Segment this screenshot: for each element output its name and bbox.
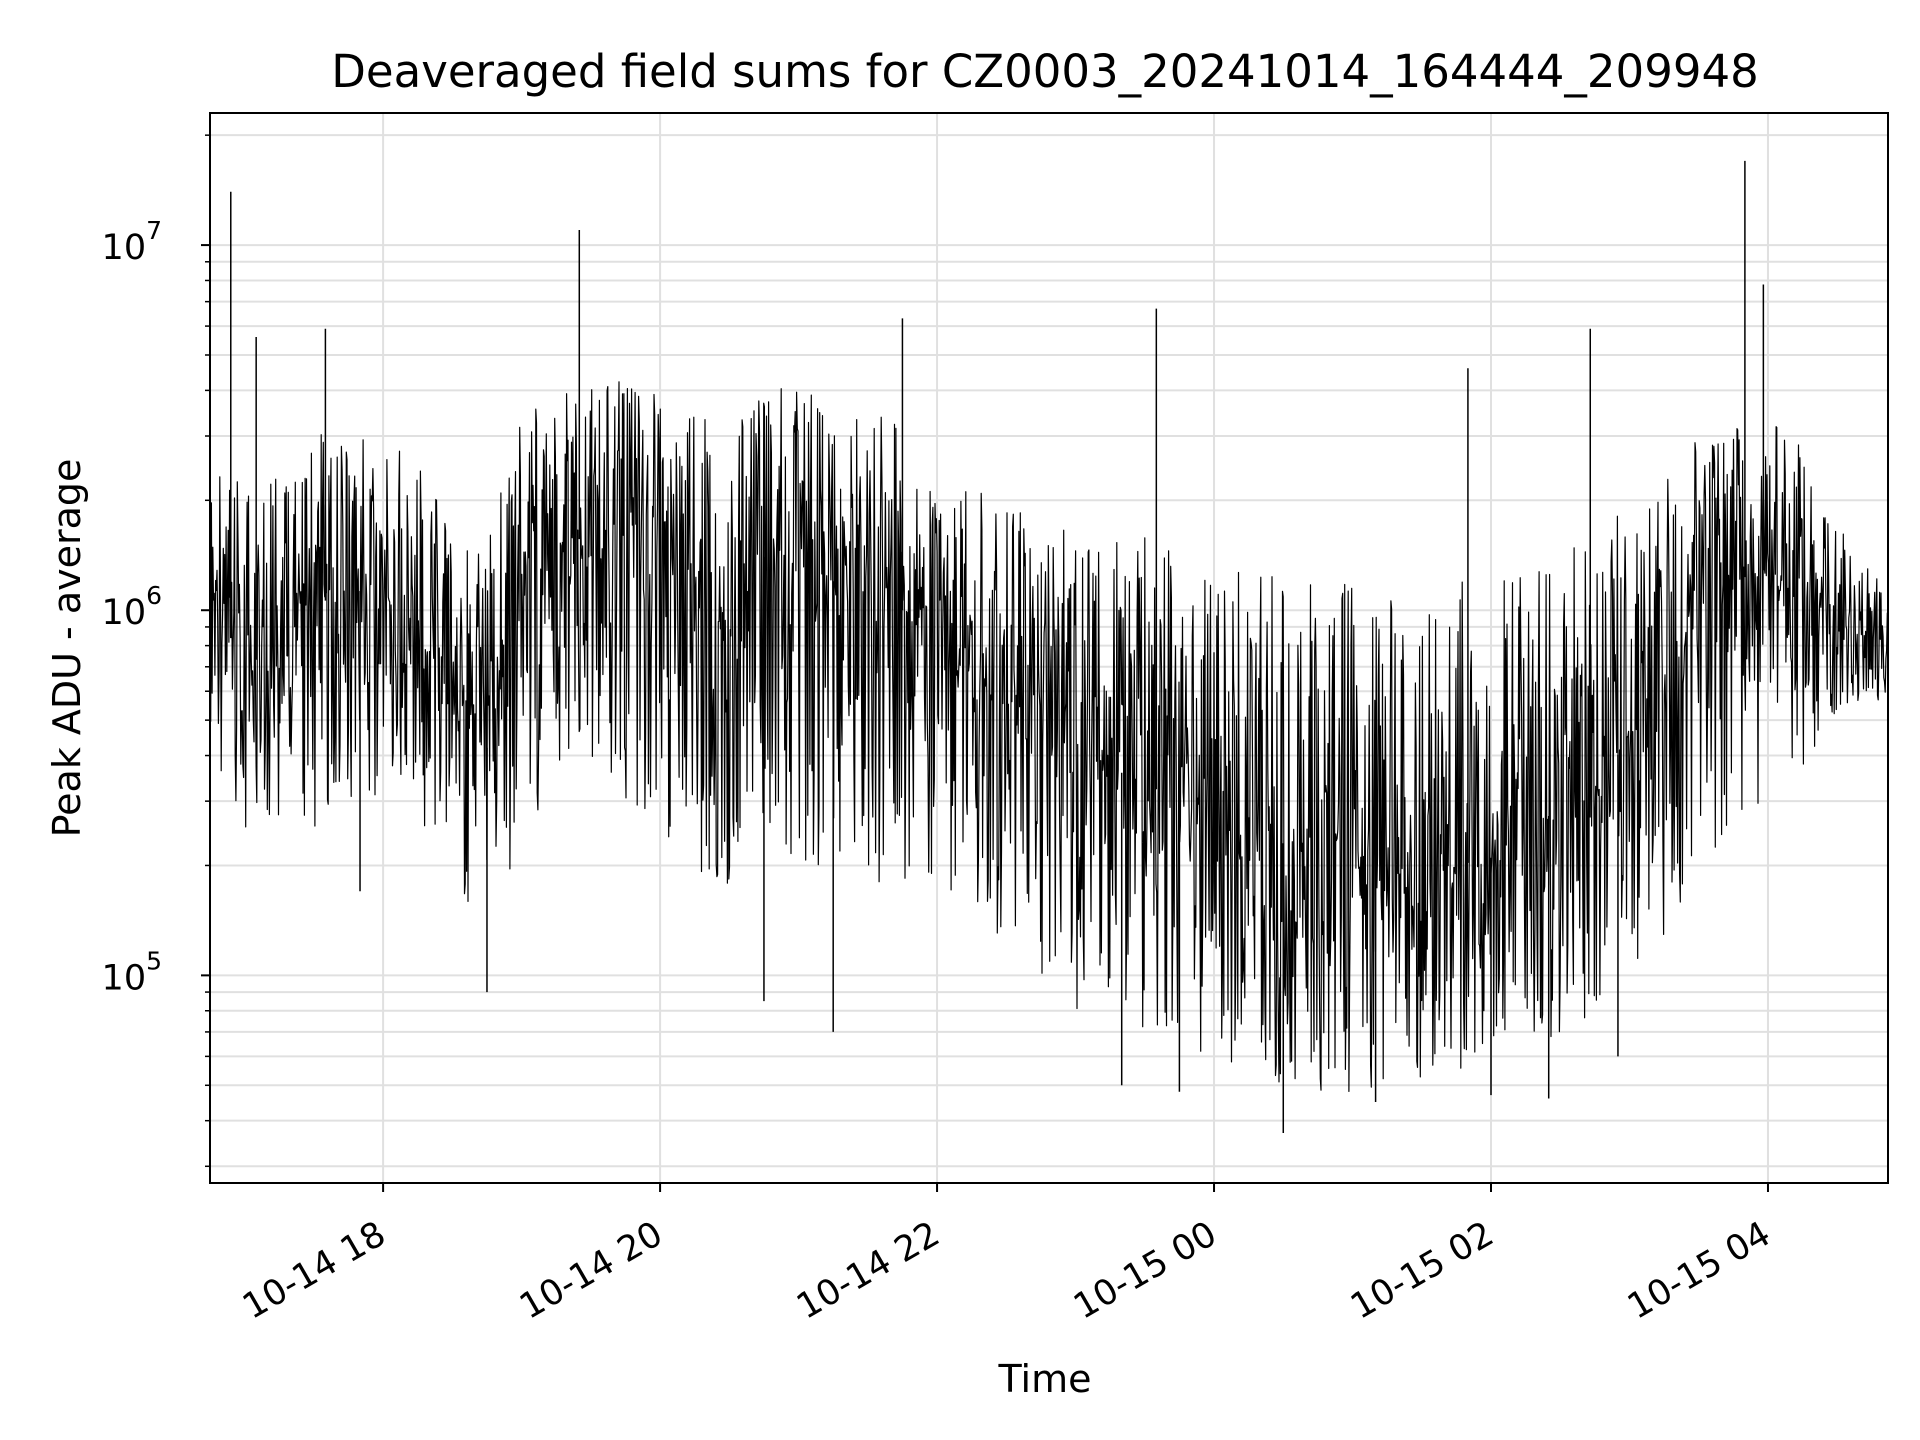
plot-area xyxy=(209,160,1889,1134)
y-tick-exponent: 7 xyxy=(146,216,162,245)
series-line xyxy=(209,381,1889,1092)
axes-frame xyxy=(209,112,1889,1184)
y-axis-label: Peak ADU - average xyxy=(45,459,89,838)
y-tick-exponent: 6 xyxy=(146,581,162,610)
x-axis-label: Time xyxy=(998,1357,1092,1401)
y-tick-exponent: 5 xyxy=(146,946,162,975)
chart-title: Deaveraged field sums for CZ0003_2024101… xyxy=(331,45,1758,98)
